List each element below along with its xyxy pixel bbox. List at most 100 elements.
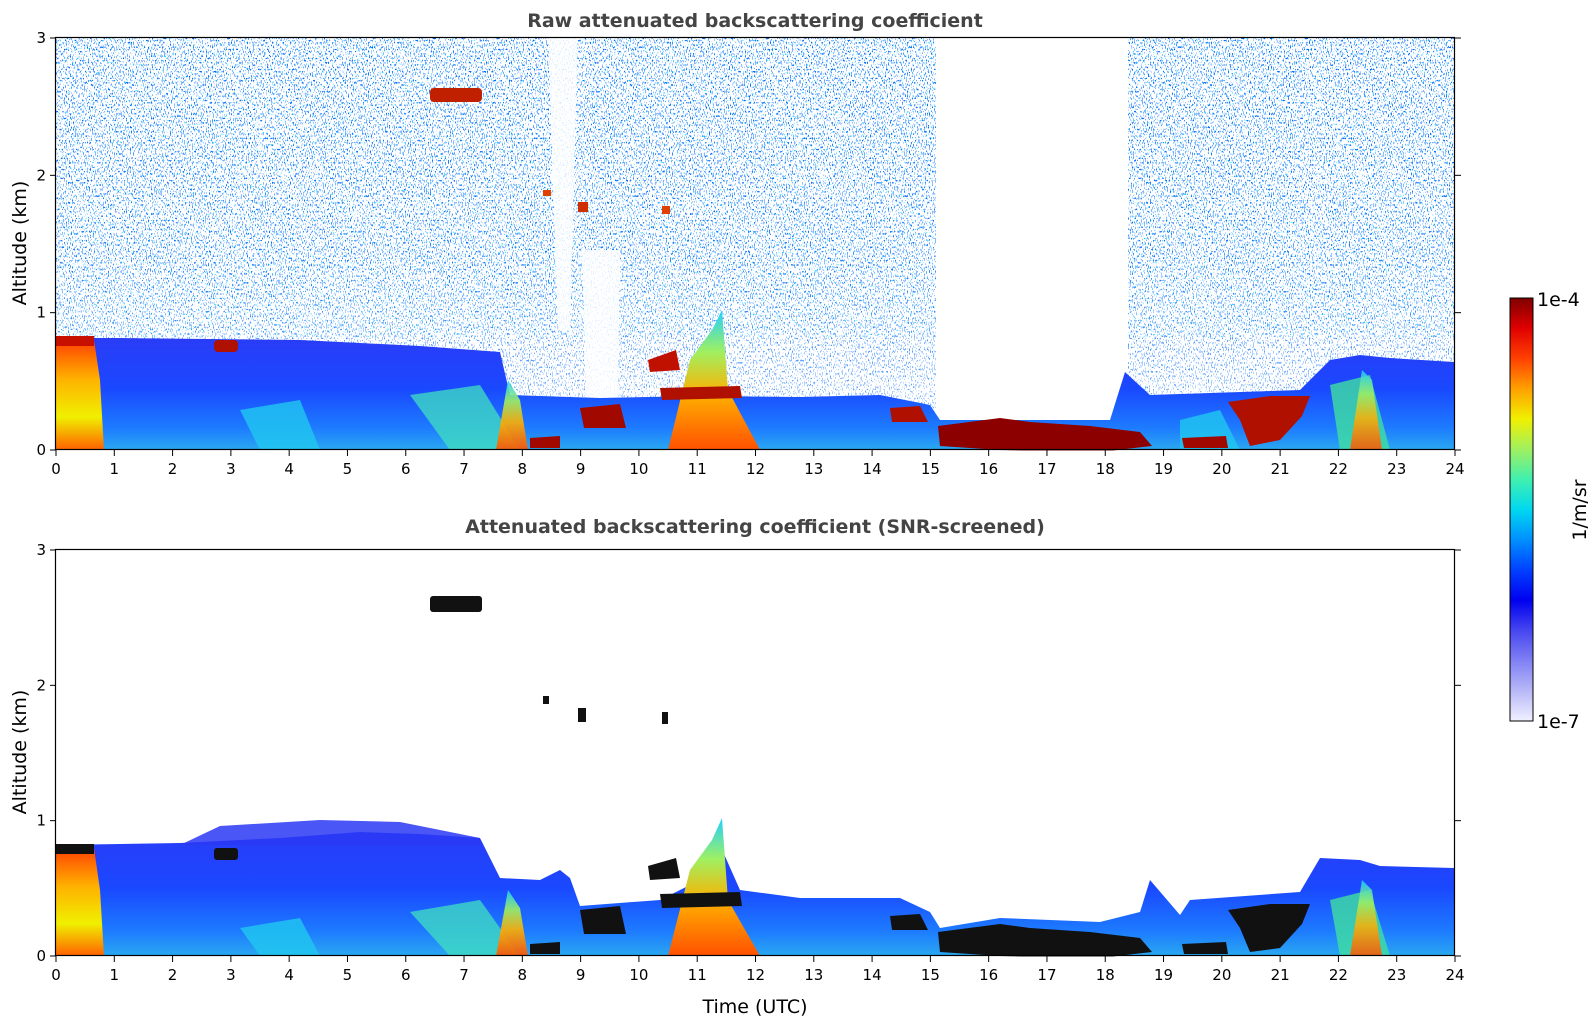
x-tick-label: 8 (518, 460, 528, 478)
x-tick-label: 13 (804, 966, 823, 984)
bottom-below-axis-mask (40, 956, 1470, 969)
bottom-low-cloud-1 (580, 906, 626, 934)
x-tick-label: 11 (688, 460, 707, 478)
x-tick-label: 7 (459, 460, 469, 478)
bottom-plume-3 (1350, 880, 1382, 956)
x-tick-label: 1 (110, 966, 120, 984)
x-tick-label: 19 (1154, 966, 1173, 984)
x-tick-label: 20 (1212, 966, 1231, 984)
x-tick-label: 10 (629, 460, 648, 478)
top-clear-gap-9 (582, 250, 620, 400)
top-clear-column (936, 37, 1128, 420)
colorbar-unit-label: 1/m/sr (1569, 479, 1591, 540)
bottom-small-cloud-2 (578, 708, 586, 722)
bottom-low-cloud-b (660, 892, 742, 908)
bottom-axes-frame (54, 548, 1456, 957)
bottom-upper-haze (180, 820, 480, 845)
top-aerosol-streak-1 (240, 400, 320, 450)
y-tick-label: 1 (36, 812, 46, 830)
top-residual-layer (214, 340, 238, 352)
x-tick-label: 16 (979, 966, 998, 984)
y-tick-label: 0 (36, 947, 46, 965)
bottom-small-cloud-1 (543, 696, 549, 704)
x-tick-label: 22 (1329, 966, 1348, 984)
bottom-elevated-layer (430, 596, 482, 612)
x-tick-label: 12 (746, 460, 765, 478)
x-tick-label: 13 (804, 460, 823, 478)
x-tick-label: 3 (226, 460, 236, 478)
x-tick-label: 2 (168, 966, 178, 984)
x-tick-label: 14 (863, 966, 882, 984)
top-ylabel: Altitude (km) (9, 181, 31, 306)
x-tick-label: 11 (688, 966, 707, 984)
top-small-cloud-1 (543, 190, 551, 196)
top-boundary-layer (56, 338, 1454, 450)
x-tick-label: 14 (863, 460, 882, 478)
top-stratus (938, 418, 1152, 452)
bottom-surface-aerosol-cap (56, 844, 94, 854)
y-tick-label: 3 (36, 29, 46, 47)
bottom-small-cloud-3 (662, 712, 668, 724)
bottom-xlabel: Time (UTC) (701, 996, 807, 1018)
x-tick-label: 24 (1445, 966, 1464, 984)
x-tick-label: 6 (401, 460, 411, 478)
x-tick-label: 12 (746, 966, 765, 984)
top-low-cloud-1 (580, 404, 626, 428)
top-panel-title: Raw attenuated backscattering coefficien… (527, 10, 983, 32)
bottom-cloud-plume-top (648, 858, 680, 880)
top-low-cloud-4 (1228, 396, 1310, 446)
top-clear-gap-8 (548, 37, 578, 330)
x-tick-label: 18 (1096, 460, 1115, 478)
bottom-stratus (938, 924, 1152, 958)
x-tick-label: 23 (1387, 966, 1406, 984)
bottom-ylabel: Altitude (km) (9, 690, 31, 815)
x-tick-label: 15 (921, 460, 940, 478)
top-elevated-layer (430, 88, 482, 102)
bottom-boundary-layer (56, 832, 1454, 956)
bottom-surface-aerosol (56, 848, 104, 956)
x-tick-label: 17 (1037, 460, 1056, 478)
x-tick-label: 21 (1271, 966, 1290, 984)
x-tick-label: 16 (979, 460, 998, 478)
colorbar-min-label: 1e-7 (1537, 711, 1580, 733)
bottom-residual-layer (214, 848, 238, 860)
bottom-ticks: 0 1 2 3 4 5 6 7 8 9 10 11 12 13 14 15 16 17 18 19 20 21 22 23 24… (36, 541, 1464, 984)
top-small-cloud-3 (662, 206, 670, 214)
top-ticks: 0 1 2 3 4 5 6 7 8 9 10 11 12 13 14 15 16 17 18 19 20 21 22 23 24… (36, 29, 1464, 478)
x-tick-label: 0 (51, 460, 61, 478)
bottom-heatmap (56, 596, 1454, 958)
colorbar: 1e-4 1e-7 1/m/sr (1509, 289, 1591, 733)
x-tick-label: 20 (1212, 460, 1231, 478)
top-heatmap (56, 37, 1454, 452)
top-convective-plume (668, 310, 760, 450)
bottom-low-cloud-4 (1228, 904, 1310, 952)
x-tick-label: 15 (921, 966, 940, 984)
y-tick-label: 2 (36, 676, 46, 694)
top-plume-3 (1350, 370, 1382, 450)
x-tick-label: 4 (284, 966, 294, 984)
x-tick-label: 21 (1271, 460, 1290, 478)
bottom-convective-plume (668, 818, 760, 956)
top-low-cloud-b (660, 386, 742, 400)
top-below-axis-mask (40, 450, 1470, 463)
x-tick-label: 23 (1387, 460, 1406, 478)
bottom-aerosol-streak-1 (240, 918, 320, 956)
x-tick-label: 24 (1445, 460, 1464, 478)
top-cloud-plume-top (648, 350, 680, 372)
x-tick-label: 8 (518, 966, 528, 984)
bottom-low-cloud-3 (1182, 942, 1228, 954)
y-tick-label: 1 (36, 304, 46, 322)
top-aerosol-streak-2 (410, 385, 520, 450)
x-tick-label: 4 (284, 460, 294, 478)
x-tick-label: 10 (629, 966, 648, 984)
x-tick-label: 5 (343, 966, 353, 984)
top-surface-aerosol (56, 340, 104, 450)
y-tick-label: 2 (36, 166, 46, 184)
x-tick-label: 22 (1329, 460, 1348, 478)
top-plume-2 (496, 380, 528, 450)
y-tick-label: 0 (36, 441, 46, 459)
x-tick-label: 6 (401, 966, 411, 984)
x-tick-label: 9 (576, 460, 586, 478)
top-small-cloud-2 (578, 202, 588, 212)
